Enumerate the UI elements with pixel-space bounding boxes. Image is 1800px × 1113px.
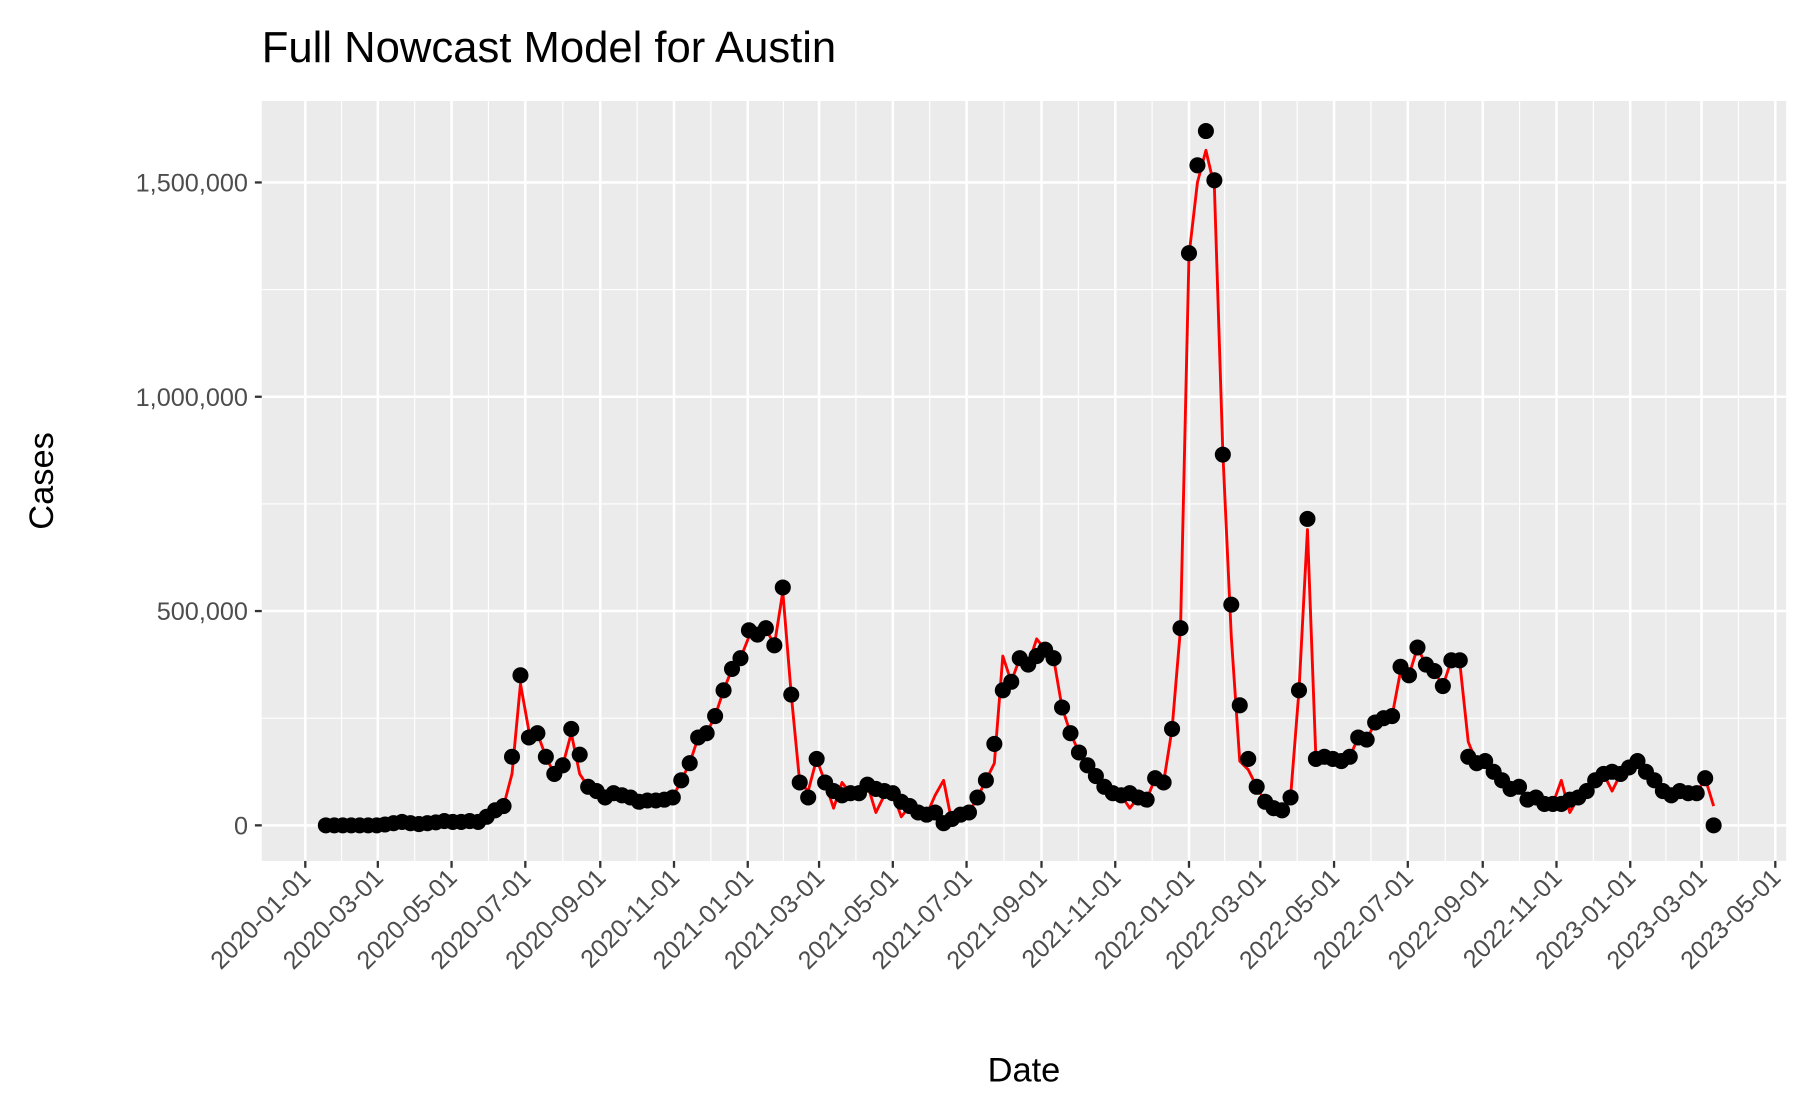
data-point bbox=[1510, 778, 1528, 795]
data-point bbox=[1290, 682, 1308, 699]
y-tick-label: 0 bbox=[234, 813, 248, 841]
data-point bbox=[1062, 725, 1079, 742]
data-point bbox=[960, 804, 978, 821]
data-point bbox=[1189, 157, 1206, 174]
data-point bbox=[1003, 673, 1020, 690]
data-point bbox=[800, 789, 817, 806]
data-point bbox=[1451, 652, 1468, 669]
data-point bbox=[1409, 639, 1426, 656]
data-point bbox=[512, 667, 529, 684]
data-point bbox=[757, 620, 774, 637]
y-tick-label: 500,000 bbox=[157, 598, 248, 626]
data-point bbox=[1045, 650, 1062, 667]
data-point bbox=[1282, 789, 1299, 806]
data-point bbox=[503, 748, 521, 765]
data-point bbox=[791, 774, 808, 791]
data-point bbox=[707, 708, 724, 725]
data-point bbox=[1426, 663, 1443, 680]
data-point bbox=[563, 720, 580, 737]
data-point bbox=[986, 735, 1003, 752]
data-point bbox=[537, 748, 554, 765]
data-point bbox=[1240, 750, 1257, 767]
data-point bbox=[1223, 596, 1240, 613]
data-point bbox=[783, 686, 800, 703]
data-point bbox=[969, 789, 986, 806]
x-axis-title: Date bbox=[988, 1051, 1061, 1089]
data-point bbox=[1231, 697, 1248, 714]
data-point bbox=[927, 804, 944, 821]
data-point bbox=[1697, 770, 1714, 787]
data-point bbox=[1477, 753, 1494, 770]
data-point bbox=[495, 798, 512, 815]
data-point bbox=[1248, 778, 1265, 795]
data-point bbox=[977, 772, 994, 789]
data-point bbox=[1274, 802, 1291, 819]
data-point bbox=[1688, 785, 1705, 802]
data-point bbox=[715, 682, 732, 699]
marks bbox=[317, 122, 1722, 834]
data-point bbox=[1384, 708, 1401, 725]
data-point bbox=[1299, 510, 1316, 527]
data-point bbox=[808, 750, 825, 767]
data-point bbox=[1434, 678, 1451, 695]
data-point bbox=[1206, 172, 1223, 189]
data-point bbox=[681, 755, 698, 772]
data-point bbox=[664, 789, 681, 806]
minor-grid bbox=[261, 101, 1787, 861]
data-point bbox=[571, 746, 588, 763]
chart-title: Full Nowcast Model for Austin bbox=[262, 24, 836, 72]
data-point bbox=[1358, 731, 1375, 748]
data-point bbox=[1180, 245, 1198, 262]
y-axis-title: Cases bbox=[23, 432, 61, 530]
data-point bbox=[1164, 720, 1181, 737]
data-point bbox=[1646, 772, 1663, 789]
data-point bbox=[1197, 122, 1214, 140]
data-point bbox=[673, 772, 690, 789]
data-point bbox=[723, 660, 741, 677]
data-point bbox=[732, 650, 749, 667]
data-point bbox=[1629, 753, 1646, 770]
data-point bbox=[774, 579, 791, 596]
data-point bbox=[1214, 446, 1231, 463]
data-point bbox=[698, 725, 715, 742]
data-point bbox=[766, 637, 783, 654]
major-grid bbox=[261, 101, 1787, 861]
data-point bbox=[1138, 791, 1155, 808]
data-point bbox=[1172, 620, 1189, 637]
y-tick-label: 1,500,000 bbox=[136, 170, 248, 198]
y-tick-label: 1,000,000 bbox=[136, 384, 248, 412]
data-point bbox=[1705, 817, 1722, 834]
data-point bbox=[1070, 744, 1088, 761]
data-point bbox=[1079, 757, 1096, 774]
data-point bbox=[1341, 748, 1358, 765]
data-point bbox=[554, 757, 571, 774]
data-point bbox=[1087, 768, 1104, 785]
data-point bbox=[1578, 783, 1595, 800]
data-point bbox=[1054, 699, 1071, 716]
data-point bbox=[529, 725, 546, 742]
data-point bbox=[1400, 667, 1418, 684]
data-point bbox=[1155, 774, 1172, 791]
